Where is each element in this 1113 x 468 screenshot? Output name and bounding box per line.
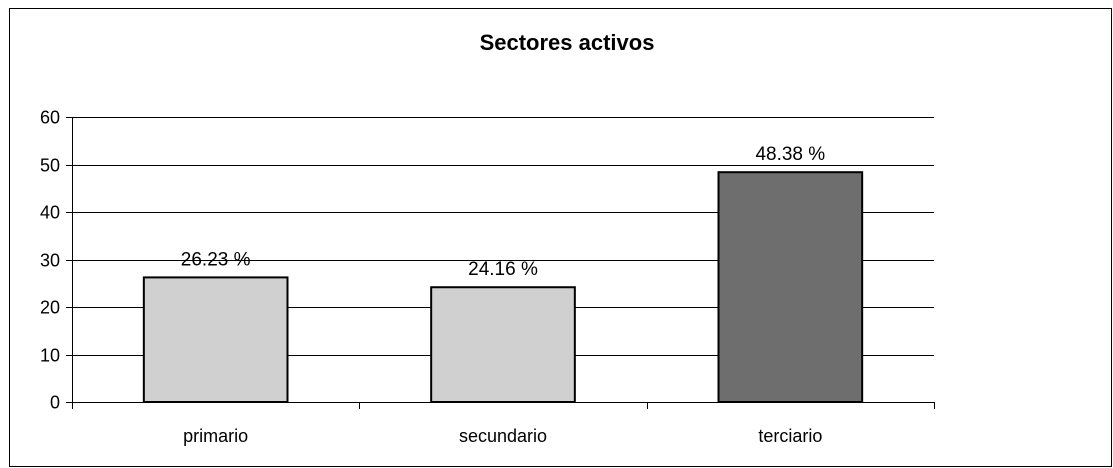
y-tick-label: 40 [40,203,60,223]
y-tick-label: 10 [40,346,60,366]
bars [142,171,864,403]
labels: 0 10 20 30 40 50 60 26.23 % primario 24.16 % secun… [40,108,825,447]
y-tick-label: 0 [50,393,60,413]
y-tick-label: 30 [40,251,60,271]
y-tick-label: 60 [40,108,60,128]
x-category-label: secundario [459,426,547,446]
bar-terciario [717,171,864,403]
data-label: 26.23 % [181,249,251,270]
data-label: 24.16 % [468,259,538,280]
y-tick-label: 50 [40,156,60,176]
bar-secundario [430,286,576,403]
bar-primario [142,276,289,403]
x-category-label: primario [183,426,248,446]
x-category-label: terciario [758,426,822,446]
y-tick-label: 20 [40,298,60,318]
data-label: 48.38 % [755,144,825,165]
chart-title: Sectores activos [480,30,655,55]
axes [66,117,935,409]
